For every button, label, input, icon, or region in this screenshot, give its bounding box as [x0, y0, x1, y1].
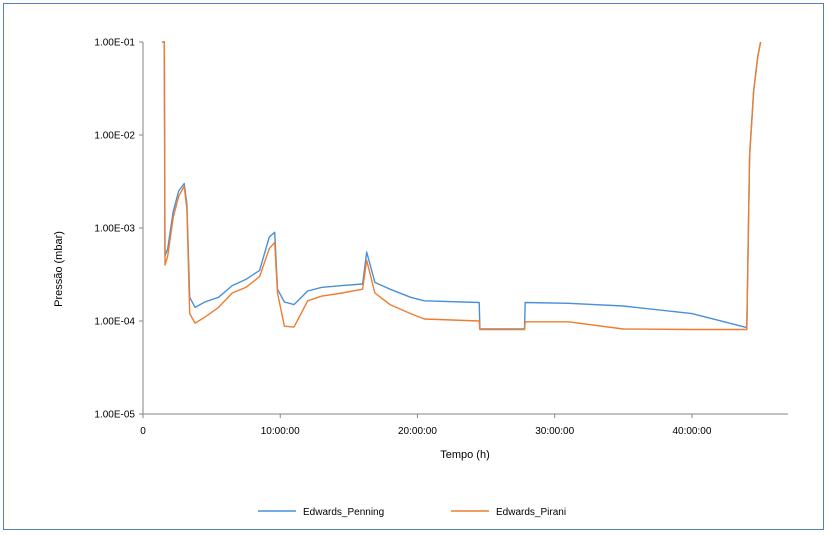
x-tick-label: 30:00:00 — [535, 426, 574, 437]
x-tick-label: 40:00:00 — [672, 426, 711, 437]
legend: Edwards_Penning Edwards_Pirani — [258, 507, 566, 518]
legend-label-penning: Edwards_Penning — [303, 507, 384, 518]
x-tick-label: 0 — [140, 426, 146, 437]
series-line-edwards-penning — [162, 41, 762, 330]
y-tick-label: 1.00E-03 — [94, 224, 135, 235]
series-layer — [162, 41, 762, 331]
y-tick-labels: 1.00E-05 1.00E-04 1.00E-03 1.00E-02 1.00E-01 — [94, 38, 135, 421]
y-tick-label: 1.00E-05 — [94, 410, 135, 421]
x-tick-label: 20:00:00 — [398, 426, 437, 437]
axes-layer — [139, 41, 788, 418]
legend-label-pirani: Edwards_Pirani — [496, 507, 566, 518]
x-tick-labels: 0 10:00:00 20:00:00 30:00:00 40:00:00 — [140, 426, 712, 437]
chart-frame — [3, 3, 824, 530]
x-axis-title: Tempo (h) — [440, 449, 490, 461]
y-tick-label: 1.00E-02 — [94, 131, 135, 142]
y-tick-label: 1.00E-01 — [94, 38, 135, 49]
series-line-edwards-pirani — [162, 41, 762, 331]
y-tick-label: 1.00E-04 — [94, 317, 135, 328]
x-tick-label: 10:00:00 — [261, 426, 300, 437]
y-axis-title: Pressão (mbar) — [53, 231, 65, 307]
